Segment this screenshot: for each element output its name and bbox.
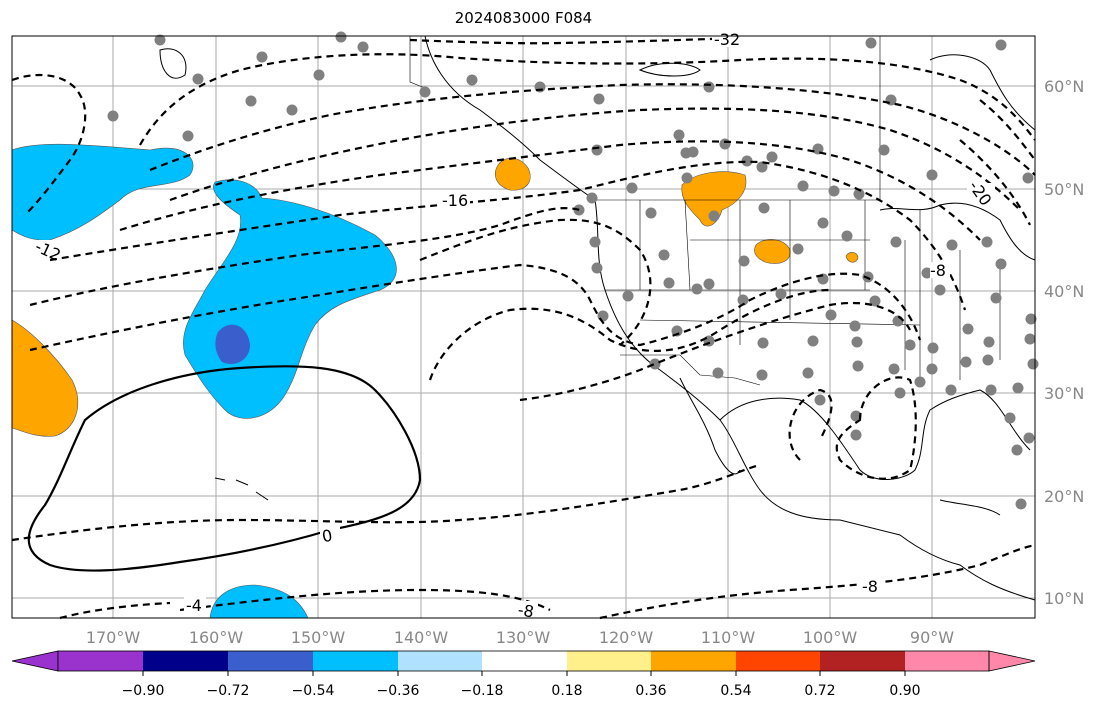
graticule [12, 36, 1035, 618]
contour-label: -32 [714, 30, 740, 49]
lon-label: 110°W [701, 628, 756, 647]
lat-label: 50°N [1044, 180, 1084, 199]
lon-label: 160°W [189, 628, 244, 647]
colorbar-tick-label: 0.54 [720, 683, 751, 699]
colorbar-tick-label: 0.90 [889, 683, 920, 699]
colorbar-segment [905, 651, 989, 671]
lat-axis-labels: 60°N 50°N 40°N 30°N 20°N 10°N [1044, 77, 1084, 608]
lat-label: 10°N [1044, 589, 1084, 608]
colorbar-tick-label: −0.54 [292, 683, 335, 699]
colorbar-segment [820, 651, 905, 671]
colorbar-tick-label: −0.18 [461, 683, 504, 699]
colorbar-segment [143, 651, 228, 671]
lon-label: 170°W [86, 628, 141, 647]
colorbar-segment [313, 651, 398, 671]
colorbar-segment [58, 651, 143, 671]
contour-label: -4 [186, 596, 202, 615]
colorbar-segment [567, 651, 651, 671]
lon-label: 140°W [394, 628, 449, 647]
colorbar-tick-label: −0.90 [122, 683, 165, 699]
contour-labels: -32 -16 -12 -20 -8 0 -4 -8 -8 [32, 30, 995, 621]
colorbar-extend-low [11, 650, 59, 672]
contour-label: -8 [516, 600, 535, 621]
map-title: 2024083000 F084 [454, 9, 593, 27]
contour-label: -8 [930, 261, 946, 280]
colorbar-segment [651, 651, 736, 671]
colorbar-tick-label: −0.36 [377, 683, 420, 699]
contour-label: 0 [321, 526, 334, 546]
colorbar-segment [482, 651, 567, 671]
lon-axis-labels: 170°W 160°W 150°W 140°W 130°W 120°W 110°… [86, 628, 954, 647]
colorbar-tick-label: 0.18 [551, 683, 582, 699]
anomaly-shading [11, 143, 859, 619]
lon-label: 120°W [599, 628, 654, 647]
colorbar-extend-high [988, 650, 1036, 672]
lat-label: 60°N [1044, 77, 1084, 96]
map-frame [11, 35, 1036, 619]
contour-label: -16 [442, 191, 468, 210]
colorbar-segment [228, 651, 313, 671]
colorbar: −0.90 −0.72 −0.54 −0.36 −0.18 0.18 0.36 … [11, 650, 1036, 699]
colorbar-tick-label: −0.72 [207, 683, 250, 699]
colorbar-segment [736, 651, 820, 671]
colorbar-segment [398, 651, 482, 671]
dashed-contours [11, 36, 1036, 620]
lon-label: 100°W [803, 628, 858, 647]
lat-label: 20°N [1044, 487, 1084, 506]
coastlines [159, 35, 1036, 601]
lon-label: 90°W [910, 628, 954, 647]
lon-label: 150°W [291, 628, 346, 647]
contour-label: -8 [862, 577, 878, 596]
colorbar-tick-label: 0.36 [635, 683, 666, 699]
colorbar-tick-label: 0.72 [804, 683, 835, 699]
borders [409, 36, 1001, 386]
lon-label: 130°W [496, 628, 551, 647]
lat-label: 40°N [1044, 282, 1084, 301]
lat-label: 30°N [1044, 384, 1084, 403]
